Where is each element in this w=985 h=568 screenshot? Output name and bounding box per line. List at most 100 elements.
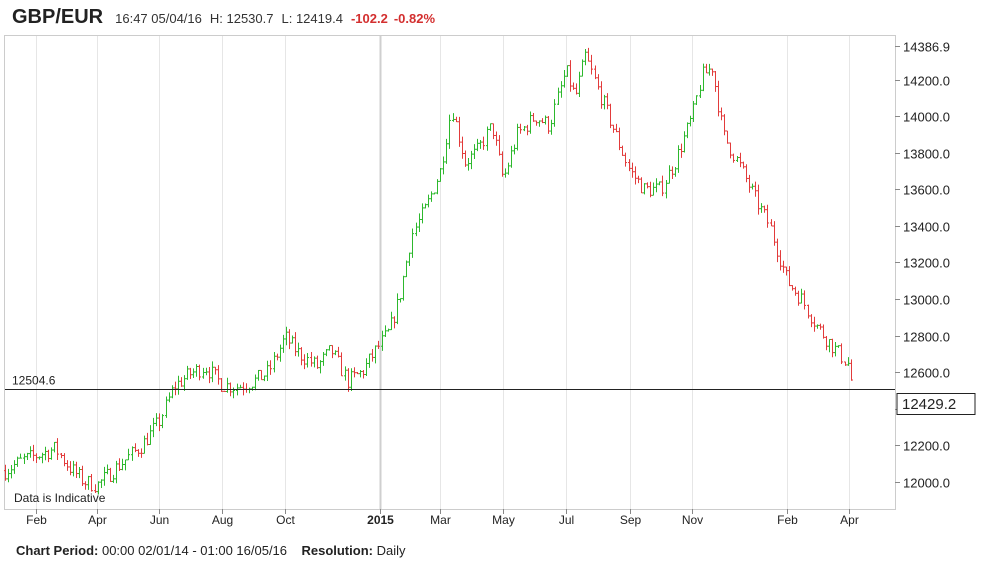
- ohlc-bar: [773, 221, 776, 246]
- ohlc-bar: [640, 177, 643, 194]
- chart-footer: Chart Period: 00:00 02/01/14 - 01:00 16/…: [16, 543, 406, 558]
- ohlc-bar: [211, 361, 214, 383]
- ohlc-bar: [748, 174, 751, 193]
- ohlc-bar: [837, 345, 840, 348]
- ohlc-bar: [448, 114, 451, 149]
- ohlc-bar: [60, 453, 63, 459]
- ohlc-bar: [16, 456, 19, 467]
- ohlc-bar: [87, 475, 90, 490]
- y-tick-label: 12200.0: [903, 439, 950, 454]
- ohlc-bar: [844, 361, 847, 366]
- ohlc-bar: [408, 252, 411, 267]
- ohlc-bar: [23, 453, 26, 464]
- ohlc-bar: [646, 182, 649, 189]
- ohlc-bar: [7, 468, 10, 483]
- ohlc-bar: [319, 360, 322, 374]
- ohlc-bar: [807, 304, 810, 319]
- resolution-value: Daily: [376, 543, 406, 558]
- ohlc-bar: [84, 481, 87, 490]
- ohlc-bar: [118, 458, 121, 471]
- x-tick-label: 2015: [367, 513, 394, 527]
- ohlc-bar: [168, 392, 171, 403]
- ohlc-bar: [337, 346, 340, 358]
- reference-label: 12504.6: [12, 374, 56, 388]
- ohlc-bar: [214, 366, 217, 375]
- ohlc-bar: [217, 365, 220, 385]
- ohlc-bar: [711, 68, 714, 76]
- ohlc-bar: [813, 316, 816, 332]
- ohlc-bar: [35, 453, 38, 464]
- ohlc-bar: [590, 54, 593, 75]
- ohlc-bar: [850, 359, 853, 381]
- ohlc-bar: [269, 360, 272, 375]
- y-tick-label: 14200.0: [903, 74, 950, 89]
- ohlc-bar: [106, 464, 109, 475]
- ohlc-bar: [328, 345, 331, 351]
- x-axis: Feb Apr Jun Aug Oct 2015 Mar May Jul Sep Nov Feb Apr: [26, 509, 859, 527]
- ohlc-bar: [745, 164, 748, 183]
- ohlc-bar: [340, 352, 343, 377]
- ohlc-bar: [276, 353, 279, 361]
- ohlc-bar: [19, 453, 22, 459]
- ohlc-bar: [131, 446, 134, 461]
- grid: [36, 36, 850, 509]
- ohlc-bar: [720, 107, 723, 121]
- ohlc-bar: [624, 152, 627, 167]
- ohlc-bar: [41, 452, 44, 464]
- ohlc-bar: [445, 138, 448, 164]
- ohlc-bar: [97, 481, 100, 495]
- ohlc-bar: [834, 342, 837, 357]
- ohlc-bar: [692, 101, 695, 123]
- ohlc-bar: [322, 352, 325, 366]
- ohlc-bar: [810, 314, 813, 328]
- ohlc-bar: [677, 145, 680, 173]
- ohlc-bar: [606, 93, 609, 110]
- ohlc-bar: [754, 181, 757, 197]
- ohlc-bar: [189, 367, 192, 379]
- ohlc-bar: [510, 145, 513, 168]
- last-price-label: 12429.2: [902, 396, 956, 413]
- ohlc-bar: [643, 183, 646, 195]
- ohlc-bar: [689, 115, 692, 127]
- ohlc-bar: [390, 311, 393, 331]
- ohlc-bar: [513, 144, 516, 155]
- y-tick-label: 13600.0: [903, 183, 950, 198]
- ohlc-bar: [655, 178, 658, 193]
- ohlc-bar: [800, 288, 803, 304]
- ohlc-bar: [603, 94, 606, 110]
- ohlc-bar: [300, 347, 303, 366]
- ohlc-bar: [473, 144, 476, 159]
- ohlc-bar: [597, 74, 600, 90]
- ohlc-bar: [53, 441, 56, 453]
- x-tick-label: Feb: [26, 513, 47, 527]
- ohlc-bar: [174, 381, 177, 396]
- ohlc-bar: [399, 298, 402, 303]
- price-chart[interactable]: Feb Apr Jun Aug Oct 2015 Mar May Jul Sep Nov Feb Apr…: [0, 0, 985, 540]
- change-percent: -0.82%: [393, 11, 436, 26]
- ohlc-bar: [143, 435, 146, 454]
- ohlc-bar: [652, 182, 655, 196]
- ohlc-bar: [78, 466, 81, 479]
- ohlc-bar: [430, 191, 433, 202]
- x-tick-label: Feb: [777, 513, 798, 527]
- ohlc-bar: [550, 119, 553, 135]
- ohlc-bar: [149, 425, 152, 446]
- ohlc-bar: [575, 83, 578, 95]
- ohlc-bar: [288, 329, 291, 350]
- ohlc-bar: [421, 203, 424, 224]
- ohlc-bar: [729, 142, 732, 159]
- ohlc-bar: [260, 369, 263, 381]
- ohlc-bar: [137, 449, 140, 457]
- ohlc-bar: [26, 452, 29, 460]
- ohlc-bar: [183, 375, 186, 391]
- ohlc-bar: [782, 260, 785, 273]
- resolution-label: Resolution:: [301, 543, 373, 558]
- ohlc-bar: [501, 151, 504, 177]
- ohlc-bar: [239, 384, 242, 389]
- ohlc-bar: [393, 316, 396, 329]
- ohlc-bar: [794, 286, 797, 296]
- y-axis: 12000.0 12200.0 12600.0 12800.0 13000.0 13200…: [895, 40, 950, 491]
- ohlc-bar: [732, 153, 735, 163]
- ohlc-bar: [736, 155, 739, 163]
- ohlc-bar: [742, 161, 745, 169]
